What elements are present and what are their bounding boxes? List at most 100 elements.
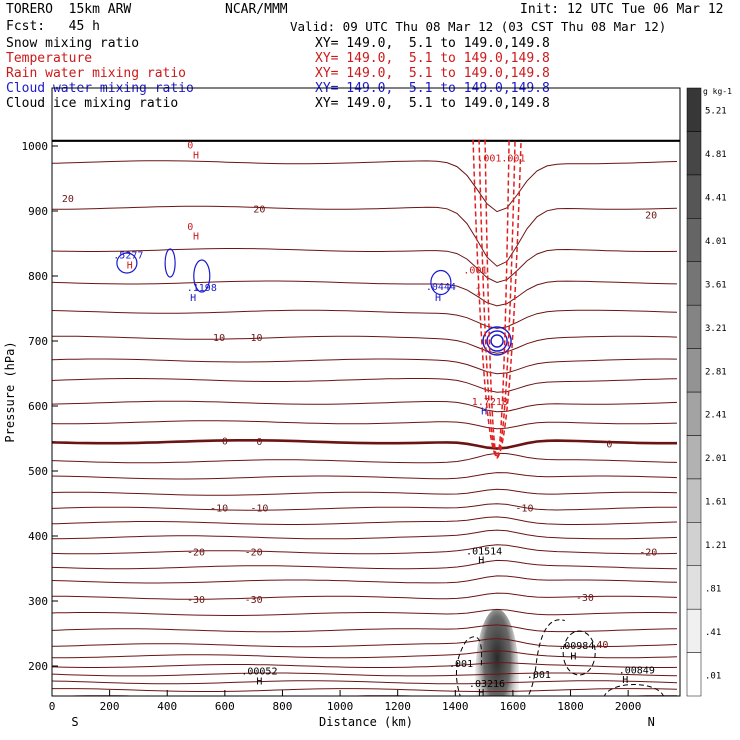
isotherm-line (52, 452, 678, 464)
contour-annotation: 1.7218 (472, 397, 508, 408)
isotherm-label: 0 (256, 437, 262, 448)
isotherm-line (52, 378, 678, 393)
contour-annotation: .00052 (241, 667, 277, 678)
colorbar-unit: g kg-1 (703, 87, 732, 96)
colorbar-cell (686, 608, 702, 653)
x-tick-label: 1200 (384, 700, 411, 713)
contour-annotation: .0444 (426, 282, 456, 293)
cloud-water-contour (116, 252, 138, 274)
field-xy-snow: XY= 149.0, 5.1 to 149.0,149.8 (315, 36, 550, 51)
contour-annotation: H (478, 555, 484, 566)
field-label-rain: Rain water mixing ratio (6, 66, 187, 81)
center-name: NCAR/MMM (225, 2, 288, 17)
contour-annotation: .00984 (558, 641, 594, 652)
colorbar-cell (686, 304, 702, 349)
y-tick-label: 500 (28, 465, 48, 478)
isotherm-label: -30 (576, 593, 594, 604)
contour-annotation: .01514 (466, 546, 502, 557)
isotherm-line (52, 662, 678, 668)
contour-annotation: .001 (449, 659, 473, 670)
init-time: Init: 12 UTC Tue 06 Mar 12 (520, 2, 724, 17)
colorbar-cell (686, 652, 702, 697)
contour-annotation: .001 (463, 266, 487, 277)
cloud-water-contour (482, 326, 512, 356)
rain-contour (484, 139, 510, 460)
cloud-ice-contour (455, 636, 483, 696)
colorbar-cell (686, 174, 702, 219)
isotherm-line (52, 420, 678, 430)
contour-annotation: H (622, 675, 628, 686)
isotherm-label: -20 (245, 548, 263, 559)
cloud-water-contour (193, 259, 211, 293)
contour-annotation: H (193, 150, 199, 161)
isotherm-line (52, 688, 678, 692)
contour-annotation: .03216 (469, 679, 505, 690)
isotherm-label: -20 (639, 548, 657, 559)
x-tick-label: 200 (100, 700, 120, 713)
contour-annotation: H (570, 652, 576, 663)
isotherm-line (52, 516, 678, 525)
rain-contour (472, 139, 522, 460)
field-label-snow: Snow mixing ratio (6, 36, 140, 51)
colorbar-label: 3.61 (705, 280, 727, 290)
isotherm-zero (52, 438, 677, 450)
contour-annotation: H (190, 293, 196, 304)
colorbar-cell (686, 391, 702, 436)
isotherm-label: -30 (187, 595, 205, 606)
valid-time: Valid: 09 UTC Thu 08 Mar 12 (03 CST Thu … (290, 19, 667, 34)
contour-annotation: H (127, 260, 133, 271)
y-tick-label: 200 (28, 660, 48, 673)
field-xy-cloud-ice: XY= 149.0, 5.1 to 149.0,149.8 (315, 96, 550, 111)
colorbar-label: 4.41 (705, 194, 727, 204)
north-label: N (648, 715, 655, 729)
contour-annotation: H (193, 232, 199, 243)
x-tick-label: 1000 (327, 700, 354, 713)
isotherm-label: 10 (213, 333, 225, 344)
isotherm-label: -10 (250, 503, 268, 514)
cloud-ice-contour (562, 630, 596, 676)
colorbar-cell (686, 87, 702, 132)
isotherm-line (52, 544, 678, 555)
rain-contour (478, 139, 516, 460)
cloud-water-contour (490, 334, 504, 348)
isotherm-label: -40 (590, 640, 608, 651)
isotherm-label: 10 (251, 333, 263, 344)
colorbar-cell (686, 218, 702, 262)
contour-annotation: 0 (187, 141, 193, 152)
x-tick-label: 400 (157, 700, 177, 713)
x-tick-label: 600 (215, 700, 235, 713)
colorbar-cell (686, 478, 702, 523)
x-tick-label: 2000 (615, 700, 642, 713)
isotherm-label: 20 (62, 194, 74, 205)
cloud-water-contour (164, 248, 176, 278)
isotherm-line (52, 472, 678, 480)
isotherm-label: -10 (515, 503, 533, 514)
isotherm-line (52, 624, 678, 633)
isotherm-line (52, 160, 678, 213)
y-tick-label: 300 (28, 595, 48, 608)
plot-frame (51, 87, 681, 697)
isotherm-line (52, 335, 678, 354)
field-xy-rain: XY= 149.0, 5.1 to 149.0,149.8 (315, 66, 550, 81)
isotherm-line (52, 650, 678, 659)
field-label-cloud-ice: Cloud ice mixing ratio (6, 96, 179, 111)
y-tick-label: 900 (28, 205, 48, 218)
y-tick-label: 800 (28, 270, 48, 283)
colorbar-cell (686, 435, 702, 480)
isotherm-label: 20 (253, 204, 265, 215)
x-tick-label: 1600 (500, 700, 527, 713)
x-tick-label: 800 (273, 700, 293, 713)
colorbar-cell (686, 565, 702, 610)
cloud-water-contour (486, 330, 508, 352)
contour-annotation: .5277 (113, 251, 143, 262)
x-tick-label: 1800 (557, 700, 584, 713)
isotherm-label: 0 (222, 436, 228, 447)
y-tick-label: 600 (28, 400, 48, 413)
isotherm-label: 20 (645, 210, 657, 221)
contour-annotation: .001 (527, 670, 551, 681)
y-axis-label: Pressure (hPa) (3, 341, 17, 442)
x-axis-label: Distance (km) (319, 715, 413, 729)
colorbar-cell (686, 522, 702, 566)
colorbar-label: .41 (705, 628, 721, 638)
